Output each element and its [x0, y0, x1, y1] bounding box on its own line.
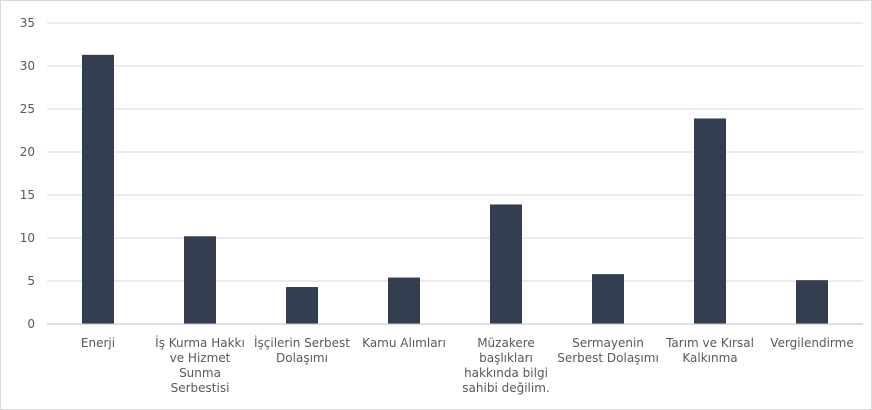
- gridlines: [47, 22, 863, 282]
- x-category-label: İş Kurma Hakkı ve Hizmet Sunma Serbestisi: [155, 335, 245, 395]
- x-category-label: Sermayenin Serbest Dolaşımı: [557, 336, 659, 365]
- x-category-label-line: Kamu Alımları: [362, 336, 446, 350]
- x-category-label-line: Tarım ve Kırsal: [665, 336, 754, 350]
- bar: [796, 280, 828, 324]
- x-category-label-line: Sermayenin: [572, 336, 644, 350]
- x-category-label: İşçilerin Serbest Dolaşımı: [254, 335, 350, 365]
- x-category-label-line: İşçilerin Serbest: [254, 335, 350, 350]
- x-category-label-line: ve Hizmet: [170, 351, 231, 365]
- bar: [184, 236, 216, 324]
- y-tick-label: 10: [20, 231, 35, 245]
- y-tick-label: 30: [20, 59, 35, 73]
- bar: [82, 54, 114, 324]
- x-category-label-line: Vergilendirme: [770, 336, 853, 350]
- x-category-label: Vergilendirme: [770, 336, 853, 350]
- x-category-label: Enerji: [81, 336, 115, 350]
- x-category-label: Kamu Alımları: [362, 336, 446, 350]
- y-tick-label: 25: [20, 102, 35, 116]
- bar: [490, 204, 522, 324]
- x-category-label-line: Serbest Dolaşımı: [557, 351, 659, 365]
- x-category-label-line: Sunma: [179, 366, 221, 380]
- x-category-label-line: Enerji: [81, 336, 115, 350]
- x-category-label-line: Müzakere: [477, 336, 535, 350]
- x-category-label-line: Dolaşımı: [276, 351, 328, 365]
- x-category-label-line: İş Kurma Hakkı: [155, 335, 245, 350]
- y-tick-label: 0: [27, 317, 35, 331]
- x-category-label-line: Serbestisi: [171, 381, 230, 395]
- bars: [82, 54, 828, 325]
- y-tick-label: 20: [20, 145, 35, 159]
- bar: [694, 118, 726, 325]
- y-axis-tick-labels: 0 5 10 15 20 25 30 35: [20, 16, 35, 331]
- y-tick-label: 15: [20, 188, 35, 202]
- y-tick-label: 5: [27, 274, 35, 288]
- x-category-label-line: hakkında bilgi: [464, 366, 548, 380]
- x-category-label: Tarım ve Kırsal Kalkınma: [665, 336, 754, 365]
- x-category-label-line: Kalkınma: [682, 351, 737, 365]
- bar: [388, 277, 420, 324]
- bar: [592, 274, 624, 324]
- x-category-label-line: başlıkları: [479, 351, 533, 365]
- x-category-label-line: sahibi değilim.: [462, 381, 549, 395]
- x-category-label: Müzakere başlıkları hakkında bilgi sahibi d…: [462, 336, 549, 395]
- x-axis-category-labels: Enerji İş Kurma Hakkı ve Hizmet Sunma Serbes…: [81, 335, 854, 395]
- bar: [286, 287, 318, 324]
- y-tick-label: 35: [20, 16, 35, 30]
